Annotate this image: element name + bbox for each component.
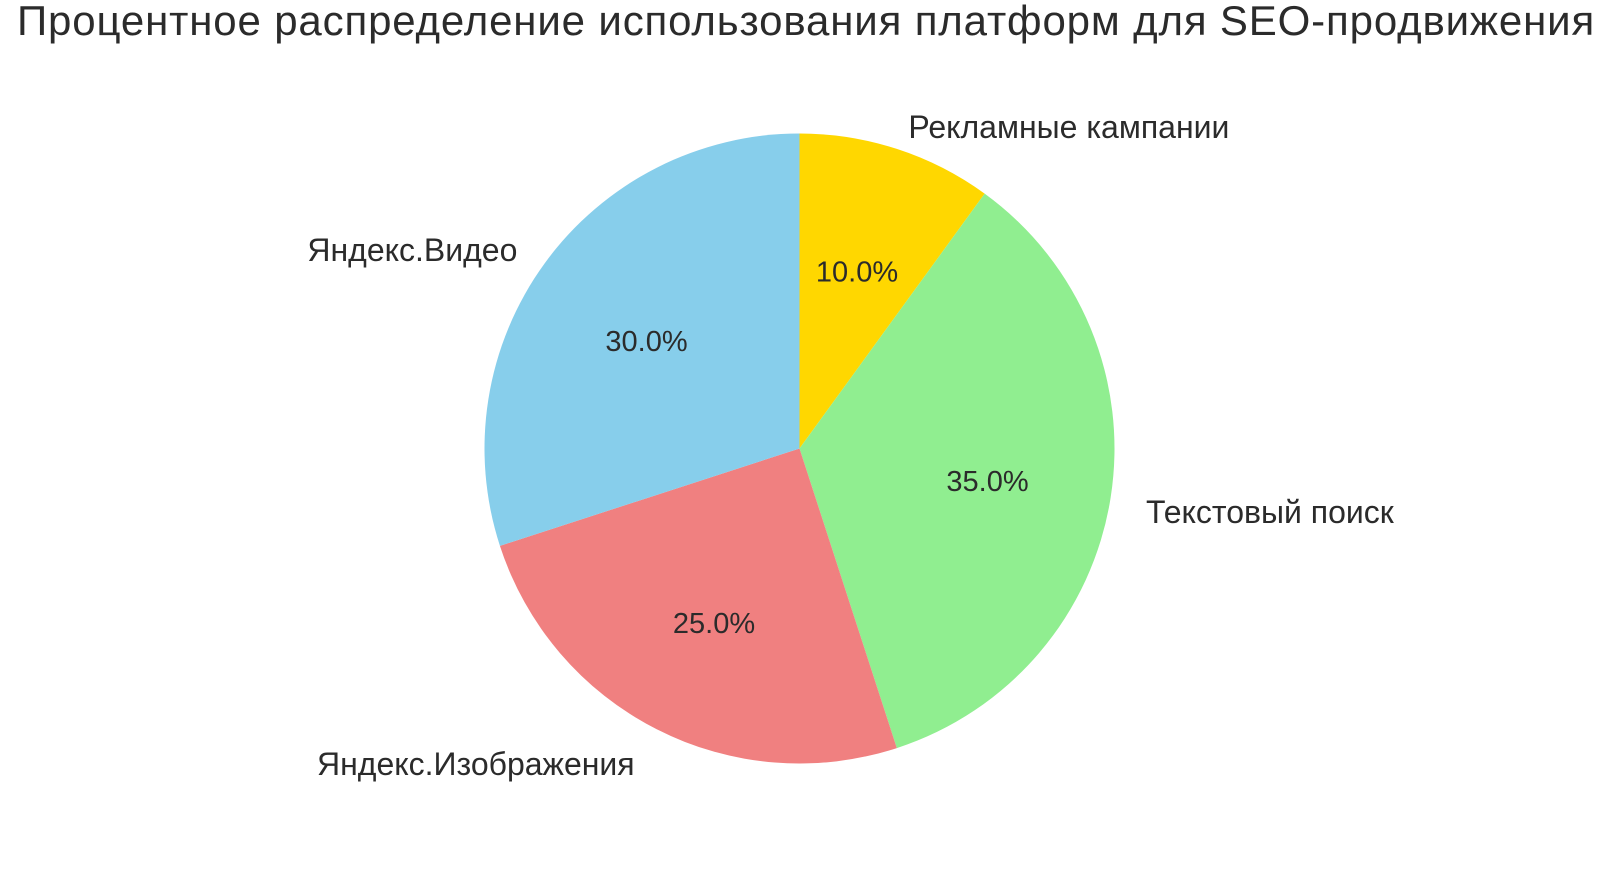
svg-text:Яндекс.Видео: Яндекс.Видео <box>307 232 517 268</box>
svg-text:Текстовый поиск: Текстовый поиск <box>1146 494 1395 530</box>
svg-text:Яндекс.Изображения: Яндекс.Изображения <box>317 746 635 782</box>
svg-text:25.0%: 25.0% <box>673 608 755 640</box>
svg-text:10.0%: 10.0% <box>816 257 898 289</box>
svg-text:30.0%: 30.0% <box>605 326 687 358</box>
svg-text:Рекламные кампании: Рекламные кампании <box>908 109 1229 145</box>
svg-text:35.0%: 35.0% <box>946 466 1028 498</box>
